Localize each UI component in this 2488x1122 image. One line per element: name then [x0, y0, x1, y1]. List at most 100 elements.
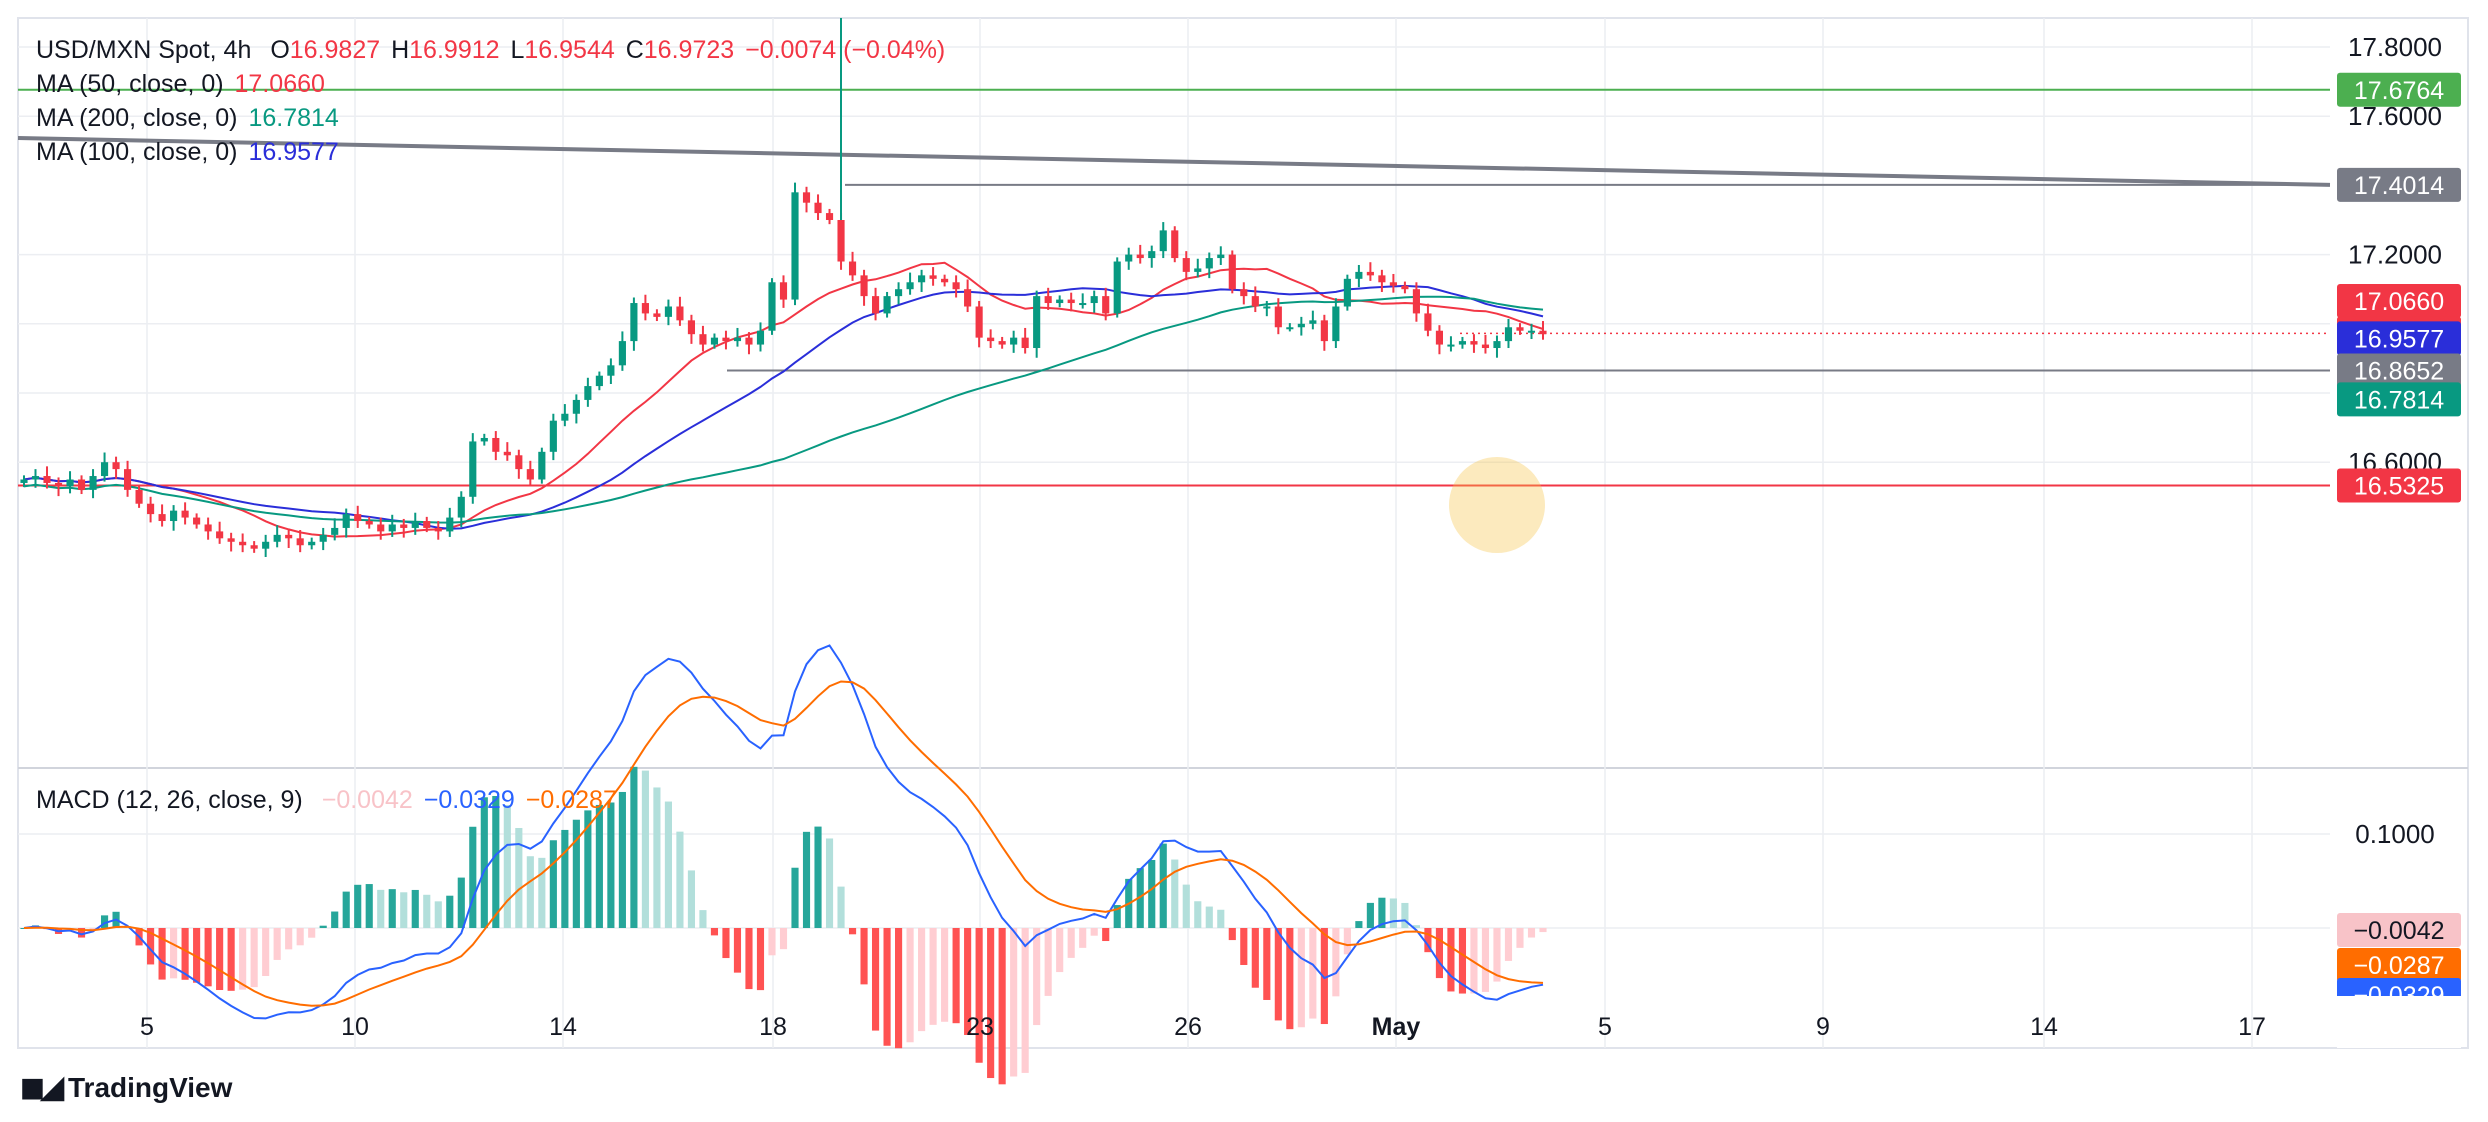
candle-body [584, 386, 592, 400]
candle-body [607, 365, 615, 376]
macd-legend[interactable]: MACD (12, 26, close, 9) −0.0042 −0.0329 … [36, 786, 621, 815]
candle-body [1470, 341, 1478, 345]
macd-histogram-bar [308, 928, 316, 938]
macd-histogram-bar [1251, 928, 1259, 988]
macd-histogram-bar [319, 925, 327, 928]
macd-histogram-bar [480, 797, 488, 928]
candle-body [676, 306, 684, 321]
macd-histogram-bar [895, 928, 903, 1049]
macd-histogram-bar [1148, 859, 1156, 928]
macd-histogram-bar [561, 829, 569, 928]
macd-histogram-bar [1470, 928, 1478, 994]
macd-histogram-bar [204, 928, 212, 987]
candle-body [411, 521, 419, 528]
candle-body [1228, 254, 1236, 290]
macd-histogram-bar [1366, 902, 1374, 928]
candle-body [883, 296, 891, 314]
candle-body [1113, 261, 1121, 314]
candle-body [250, 545, 258, 549]
ma100-line [23, 284, 1544, 530]
ma50-legend[interactable]: MA (50, close, 0) 17.0660 [36, 70, 329, 99]
tradingview-logo[interactable]: ◼◢ TradingView [20, 1070, 232, 1105]
macd-histogram-bar [964, 928, 972, 1035]
grid [17, 17, 2469, 1049]
macd-histogram-bar [354, 884, 362, 928]
price-tick-label: 17.8000 [2348, 32, 2442, 62]
macd-histogram-bar [503, 804, 511, 928]
candle-body [860, 275, 868, 297]
ma100-legend[interactable]: MA (100, close, 0) 16.9577 [36, 138, 343, 167]
candle-body [1251, 296, 1259, 307]
macd-histogram-bar [423, 894, 431, 928]
macd-signal-line [23, 680, 1544, 1007]
candle-body [653, 313, 661, 317]
macd-histogram-bar [1102, 928, 1110, 942]
price-axis[interactable]: 17.800017.600017.200016.600017.000017.67… [2337, 32, 2461, 1048]
macd-histogram-bar [733, 928, 742, 973]
macd-line [23, 644, 1544, 1020]
macd-histogram-bar [549, 840, 557, 928]
macd-histogram-bar [1412, 925, 1420, 928]
macd-histogram-bar [871, 928, 880, 1031]
macd-histogram-bar [699, 910, 707, 928]
candle-body [1309, 320, 1317, 324]
macd-tag-clip [2337, 996, 2461, 1048]
macd-histogram-bar [641, 770, 649, 928]
macd-histogram-bar [400, 892, 408, 928]
price-tag-box [2337, 321, 2461, 356]
high-label: H [391, 36, 410, 64]
ma100-label: MA (100, close, 0) [36, 138, 238, 166]
ma100-value: 16.9577 [248, 138, 339, 166]
macd-histogram-bar [906, 928, 914, 1043]
ma50-value: 17.0660 [234, 70, 325, 98]
macd-histogram-bar [181, 928, 189, 980]
macd-histogram-bar [918, 928, 926, 1032]
macd-tag-box [2337, 948, 2461, 982]
macd-histogram-bar [1194, 901, 1202, 928]
time-tick-label: 10 [341, 1013, 369, 1041]
candle-body [941, 278, 949, 283]
macd-histogram-bar [1481, 928, 1490, 992]
candle-body [1366, 271, 1374, 276]
candle-body [319, 534, 327, 542]
price-tag-box [2337, 283, 2461, 318]
macd-histogram-bar [1332, 928, 1340, 997]
candle-body [193, 517, 201, 525]
macd-histogram-bar [469, 826, 477, 928]
candle-body [710, 337, 719, 345]
macd-histogram-bar [1320, 928, 1328, 1025]
candle-body [1021, 337, 1029, 349]
macd-pane [18, 644, 2330, 1085]
macd-histogram-bar [411, 889, 419, 928]
ma200-legend[interactable]: MA (200, close, 0) 16.7814 [36, 104, 343, 133]
candle-body [1217, 254, 1225, 259]
candle-body [918, 275, 926, 283]
macd-histogram-bar [584, 810, 592, 928]
candle-body [561, 413, 569, 421]
macd-histogram-bar [77, 928, 86, 938]
time-axis[interactable]: 5 10 14 18 23 26 May 5 9 14 17 [140, 1013, 2266, 1041]
candle-body [1171, 230, 1179, 259]
macd-histogram-bar [273, 928, 281, 960]
candle-body [262, 541, 270, 549]
candle-body [664, 306, 672, 317]
candle-body [1504, 327, 1513, 342]
horizontal-levels [17, 88, 2331, 487]
macd-histogram-bar [1458, 928, 1467, 994]
candle-body [434, 527, 442, 532]
macd-histogram-bar [860, 928, 868, 985]
candle-body [100, 462, 109, 477]
price-tag-label: 17.4014 [2354, 172, 2444, 200]
macd-histogram-bar [1217, 909, 1225, 928]
macd-histogram-bar [595, 804, 603, 928]
macd-histogram-bar [779, 928, 788, 950]
candle-body [296, 538, 304, 546]
macd-histogram-bar [1263, 928, 1271, 1000]
macd-histogram-bar [1056, 928, 1064, 973]
price-tag-label: 16.7814 [2354, 386, 2444, 414]
macd-histogram-bar [1309, 928, 1317, 1019]
macd-histogram-bar [1240, 928, 1248, 965]
price-tag-box [2337, 72, 2461, 107]
candle-body [538, 451, 546, 480]
